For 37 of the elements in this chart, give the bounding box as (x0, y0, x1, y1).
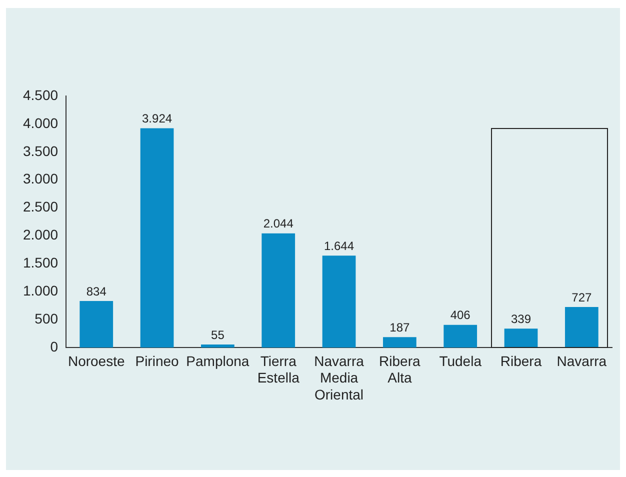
bar (504, 328, 538, 348)
x-tick-label: Ribera Alta (379, 352, 421, 386)
bar (140, 128, 174, 348)
y-tick-label: 4.000 (22, 114, 58, 131)
bar (564, 306, 598, 348)
data-label: 727 (572, 290, 592, 304)
x-tick-label: Pirineo (135, 352, 180, 369)
x-tick-label: Tudela (439, 352, 482, 369)
x-tick-label: Pamplona (186, 352, 250, 369)
x-tick-label: Tierra Estella (257, 352, 300, 386)
y-tick-label: 1.000 (22, 282, 58, 299)
data-label: 834 (86, 284, 107, 298)
bar (80, 300, 114, 348)
bar (383, 337, 416, 348)
bar (262, 233, 296, 348)
bar (201, 344, 234, 348)
y-tick-label: 2.000 (22, 226, 58, 243)
y-tick-label: 1.500 (22, 254, 58, 271)
x-tick-label: Ribera (500, 352, 542, 369)
y-tick-label: 0 (50, 338, 58, 354)
y-tick-label: 3.500 (22, 142, 58, 159)
y-tick-label: 3.000 (22, 170, 58, 187)
bar (444, 324, 478, 348)
x-tick-label: Navarra Media Oriental (314, 352, 364, 402)
x-tick-label: Noroeste (68, 352, 125, 369)
data-label: 406 (450, 308, 471, 322)
data-label: 55 (211, 328, 225, 342)
y-tick-label: 2.500 (22, 198, 58, 215)
data-label: 3.924 (142, 112, 172, 126)
data-label: 1.644 (324, 238, 354, 253)
data-label: 339 (510, 312, 532, 326)
bar (322, 256, 356, 348)
y-tick-label: 4.500 (22, 86, 58, 103)
x-tick-label: Navarra (556, 352, 607, 369)
data-label: 2.044 (263, 216, 294, 231)
data-label: 187 (390, 320, 410, 334)
y-tick-label: 500 (34, 310, 58, 327)
